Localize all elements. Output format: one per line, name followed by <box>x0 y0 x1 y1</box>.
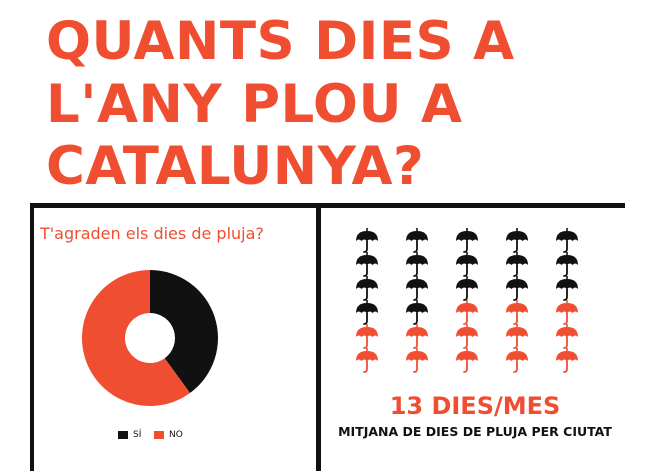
umbrella-icon <box>356 348 378 373</box>
umbrella-icon <box>356 324 378 349</box>
umbrella-icon <box>456 228 478 253</box>
umbrella-pictogram <box>356 228 578 373</box>
rain-days-caption: MITJANA DE DIES DE PLUJA PER CIUTAT <box>338 424 612 439</box>
legend-label-si: SÍ <box>133 430 142 440</box>
title-line-3: CATALUNYA? <box>46 136 425 197</box>
umbrella-icon <box>456 348 478 373</box>
umbrella-icon <box>456 324 478 349</box>
center-divider <box>316 203 321 471</box>
umbrella-icon <box>456 276 478 301</box>
umbrella-icon <box>556 228 578 253</box>
title-line-1: QUANTS DIES A <box>46 11 515 72</box>
legend-swatch-si <box>118 431 128 439</box>
umbrella-icon <box>406 228 428 253</box>
donut-slice-no <box>81 270 190 406</box>
rain-days-headline: 13 DIES/MES <box>389 392 561 420</box>
umbrella-icon <box>556 348 578 373</box>
umbrella-icon <box>506 228 528 253</box>
left-divider <box>30 203 34 471</box>
umbrella-icon <box>506 276 528 301</box>
umbrella-icon <box>456 300 478 325</box>
donut-chart <box>81 270 218 406</box>
umbrella-icon <box>356 276 378 301</box>
umbrella-icon <box>406 300 428 325</box>
umbrella-icon <box>506 252 528 277</box>
umbrella-icon <box>506 348 528 373</box>
donut-slice-si <box>150 270 218 394</box>
umbrella-icon <box>406 324 428 349</box>
umbrella-icon <box>406 252 428 277</box>
umbrella-icon <box>356 228 378 253</box>
legend-swatch-no <box>154 431 164 439</box>
umbrella-icon <box>506 300 528 325</box>
title-line-2: L'ANY PLOU A <box>46 74 463 135</box>
umbrella-icon <box>556 300 578 325</box>
legend-label-no: NO <box>169 430 183 440</box>
umbrella-icon <box>406 348 428 373</box>
umbrella-icon <box>356 300 378 325</box>
umbrella-icon <box>556 252 578 277</box>
top-divider <box>30 203 625 208</box>
umbrella-icon <box>506 324 528 349</box>
umbrella-icon <box>556 324 578 349</box>
umbrella-icon <box>356 252 378 277</box>
legend-item-no: NO <box>154 430 183 440</box>
umbrella-icon <box>406 276 428 301</box>
donut-chart-title: T'agraden els dies de pluja? <box>40 224 264 243</box>
umbrella-icon <box>456 252 478 277</box>
legend-item-si: SÍ <box>118 430 141 440</box>
umbrella-icon <box>556 276 578 301</box>
